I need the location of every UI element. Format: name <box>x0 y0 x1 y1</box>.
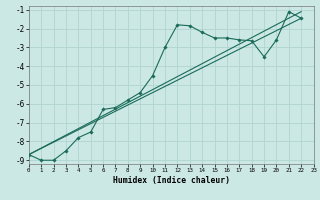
X-axis label: Humidex (Indice chaleur): Humidex (Indice chaleur) <box>113 176 230 185</box>
